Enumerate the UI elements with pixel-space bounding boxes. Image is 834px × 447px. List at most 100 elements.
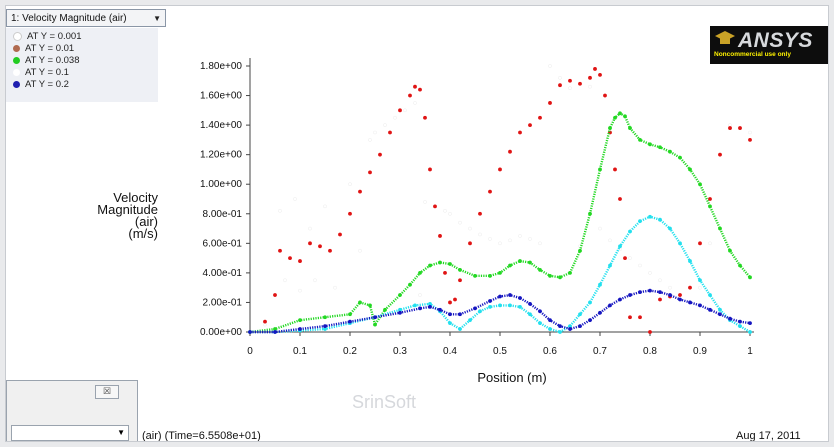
data-point-at-y-0-038: [408, 282, 412, 287]
data-point-at-y-0-038: [648, 142, 652, 147]
data-point-at-y-0-01: [348, 211, 352, 216]
chevron-down-icon[interactable]: ▼: [153, 14, 161, 23]
data-point-at-y-0-01: [278, 248, 282, 253]
data-point-at-y-0-001: [373, 130, 377, 135]
legend: AT Y = 0.001 AT Y = 0.01 AT Y = 0.038 AT…: [6, 28, 158, 102]
data-point-at-y-0-038: [568, 270, 572, 275]
data-point-at-y-0-01: [413, 84, 417, 89]
data-point-at-y-0-2: [608, 303, 612, 308]
data-point-at-y-0-2: [708, 307, 712, 312]
data-point-at-y-0-01: [378, 152, 382, 157]
data-point-at-y-0-01: [338, 232, 342, 237]
data-point-at-y-0-01: [433, 204, 437, 209]
data-point-at-y-0-01: [613, 167, 617, 172]
data-point-at-y-0-01: [263, 319, 267, 324]
y-tick-label: 0.00e+00: [200, 327, 242, 338]
x-tick-label: 0.2: [343, 346, 357, 357]
data-point-at-y-0-2: [618, 297, 622, 302]
series-line-at-y-0-2: [250, 289, 751, 334]
data-point-at-y-0-01: [708, 197, 712, 201]
data-point-at-y-0-001: [333, 285, 337, 290]
data-point-at-y-0-2: [348, 319, 352, 324]
data-point-at-y-0-01: [623, 256, 627, 261]
legend-item: AT Y = 0.2: [6, 78, 158, 90]
data-point-at-y-0-1: [628, 229, 632, 234]
data-point-at-y-0-001: [528, 237, 532, 241]
data-point-at-y-0-01: [418, 87, 422, 92]
data-point-at-y-0-038: [398, 293, 402, 297]
x-tick-label: 0: [247, 346, 253, 357]
data-point-at-y-0-001: [628, 256, 632, 260]
data-point-at-y-0-2: [748, 321, 752, 326]
y-tick-label: 1.00e+00: [200, 179, 242, 190]
data-point-at-y-0-01: [718, 152, 722, 157]
y-axis-label-line: (air): [134, 214, 158, 229]
data-point-at-y-0-01: [428, 167, 432, 172]
data-point-at-y-0-2: [668, 293, 672, 297]
data-point-at-y-0-001: [348, 182, 352, 187]
data-point-at-y-0-2: [518, 296, 522, 300]
data-point-at-y-0-001: [648, 271, 652, 275]
data-point-at-y-0-001: [393, 115, 397, 120]
data-point-at-y-0-1: [468, 318, 472, 323]
data-point-at-y-0-01: [603, 93, 607, 98]
data-point-at-y-0-001: [588, 84, 592, 89]
data-point-at-y-0-038: [548, 273, 552, 278]
data-point-at-y-0-001: [478, 232, 482, 237]
data-point-at-y-0-2: [678, 297, 682, 302]
data-point-at-y-0-038: [458, 268, 462, 272]
data-point-at-y-0-1: [718, 307, 722, 312]
data-point-at-y-0-01: [478, 211, 482, 216]
data-point-at-y-0-01: [398, 108, 402, 113]
chart-area: 0.00e+00 2.00e-01 4.00e-01 6.00e-01 8.00e-01…: [200, 58, 754, 357]
data-point-at-y-0-2: [638, 290, 642, 294]
x-tick-label: 0.4: [443, 346, 457, 357]
data-point-at-y-0-001: [323, 204, 327, 209]
data-point-at-y-0-038: [528, 260, 532, 265]
data-point-at-y-0-038: [698, 182, 702, 187]
data-point-at-y-0-2: [373, 315, 377, 320]
data-point-at-y-0-2: [273, 330, 277, 334]
close-button[interactable]: ☒: [95, 385, 119, 399]
data-point-at-y-0-001: [278, 209, 282, 213]
brand-name: ANSYS: [738, 29, 813, 52]
graph-selector[interactable]: 1: Velocity Magnitude (air) ▼: [6, 9, 166, 27]
data-point-at-y-0-1: [738, 324, 742, 328]
status-date: Aug 17, 2011: [736, 430, 801, 441]
data-point-at-y-0-038: [558, 275, 562, 280]
data-point-at-y-0-1: [608, 263, 612, 268]
data-point-at-y-0-01: [288, 256, 292, 261]
data-point-at-y-0-001: [293, 197, 297, 201]
legend-label: AT Y = 0.1: [25, 66, 69, 78]
data-point-at-y-0-2: [568, 327, 572, 331]
data-point-at-y-0-01: [648, 330, 652, 334]
data-point-at-y-0-001: [313, 278, 317, 283]
legend-label: AT Y = 0.038: [25, 54, 80, 66]
data-point-at-y-0-01: [588, 75, 592, 80]
data-point-at-y-0-001: [638, 263, 642, 268]
data-point-at-y-0-001: [418, 293, 422, 297]
y-tick-label: 8.00e-01: [203, 209, 243, 220]
data-point-at-y-0-038: [383, 307, 387, 312]
data-point-at-y-0-038: [488, 273, 492, 278]
data-point-at-y-0-1: [618, 244, 622, 249]
data-point-at-y-0-2: [688, 300, 692, 305]
data-point-at-y-0-038: [598, 167, 602, 172]
data-point-at-y-0-1: [598, 282, 602, 287]
data-point-at-y-0-1: [488, 304, 492, 309]
data-point-at-y-0-2: [428, 304, 432, 309]
status-time: (air) (Time=6.5508e+01): [142, 430, 261, 441]
dialog-select[interactable]: ▼: [11, 425, 129, 441]
data-point-at-y-0-001: [383, 123, 387, 127]
data-point-at-y-0-001: [598, 226, 602, 231]
plot-window: 1: Velocity Magnitude (air) ▼ AT Y = 0.0…: [6, 6, 828, 441]
chevron-down-icon[interactable]: ▼: [117, 428, 125, 437]
legend-item: AT Y = 0.01: [6, 42, 158, 54]
data-point-at-y-0-1: [558, 330, 562, 334]
legend-label: AT Y = 0.01: [25, 42, 75, 54]
data-point-at-y-0-1: [638, 219, 642, 224]
data-point-at-y-0-2: [438, 307, 442, 312]
data-point-at-y-0-2: [578, 324, 582, 328]
data-point-at-y-0-001: [508, 238, 512, 243]
data-point-at-y-0-01: [458, 278, 462, 283]
